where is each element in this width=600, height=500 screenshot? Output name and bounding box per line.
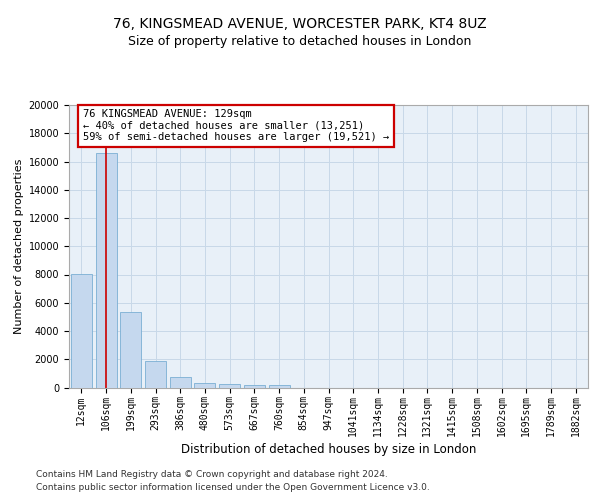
Text: Contains public sector information licensed under the Open Government Licence v3: Contains public sector information licen…	[36, 482, 430, 492]
Bar	[145, 362, 166, 388]
Bar	[170, 377, 191, 388]
Text: 76 KINGSMEAD AVENUE: 129sqm
← 40% of detached houses are smaller (13,251)
59% of: 76 KINGSMEAD AVENUE: 129sqm ← 40% of det…	[83, 109, 389, 142]
Text: 76, KINGSMEAD AVENUE, WORCESTER PARK, KT4 8UZ: 76, KINGSMEAD AVENUE, WORCESTER PARK, KT…	[113, 18, 487, 32]
Text: Size of property relative to detached houses in London: Size of property relative to detached ho…	[128, 35, 472, 48]
X-axis label: Distribution of detached houses by size in London: Distribution of detached houses by size …	[181, 443, 476, 456]
Bar	[120, 312, 141, 388]
Bar	[244, 384, 265, 388]
Bar	[71, 274, 92, 388]
Y-axis label: Number of detached properties: Number of detached properties	[14, 158, 25, 334]
Bar	[194, 382, 215, 388]
Bar	[219, 384, 240, 388]
Bar	[95, 153, 116, 388]
Bar	[269, 385, 290, 388]
Text: Contains HM Land Registry data © Crown copyright and database right 2024.: Contains HM Land Registry data © Crown c…	[36, 470, 388, 479]
